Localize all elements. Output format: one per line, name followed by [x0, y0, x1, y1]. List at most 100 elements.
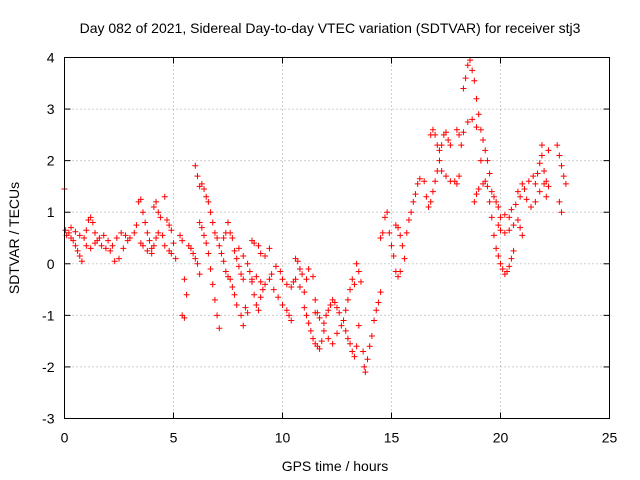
data-point — [157, 214, 164, 221]
x-tick-label: 5 — [170, 430, 178, 446]
data-point — [536, 160, 543, 167]
data-point — [312, 296, 319, 303]
data-point — [429, 188, 436, 195]
data-point — [473, 191, 480, 198]
y-tick-label: 0 — [47, 256, 55, 272]
data-point — [362, 369, 369, 376]
data-point — [286, 312, 293, 319]
data-point — [72, 228, 79, 235]
data-point — [466, 57, 473, 64]
x-tick-label: 20 — [493, 430, 509, 446]
data-point — [292, 276, 299, 283]
data-point — [207, 265, 214, 272]
data-point — [480, 137, 487, 144]
data-point — [83, 242, 90, 249]
data-point — [78, 258, 85, 265]
data-point — [460, 129, 467, 136]
data-point — [229, 235, 236, 241]
data-point — [347, 286, 354, 293]
data-point — [126, 235, 133, 241]
data-point — [501, 229, 508, 236]
data-point — [499, 265, 506, 272]
data-point — [560, 173, 567, 180]
data-point — [231, 291, 238, 298]
data-point — [111, 258, 118, 265]
data-point — [68, 224, 75, 231]
data-point — [488, 214, 495, 221]
data-point — [92, 229, 99, 236]
data-point — [486, 198, 493, 205]
data-point — [395, 224, 402, 231]
data-point — [475, 186, 482, 193]
data-point — [484, 183, 491, 190]
data-point — [497, 227, 504, 234]
data-point — [401, 255, 408, 262]
data-point — [251, 291, 258, 298]
data-point — [139, 209, 146, 216]
grid-lines — [64, 57, 610, 419]
data-point — [194, 260, 201, 267]
data-point — [255, 307, 262, 314]
data-point — [153, 198, 160, 205]
data-point — [379, 229, 386, 236]
data-point — [201, 186, 208, 193]
data-point — [288, 317, 295, 324]
data-point — [355, 322, 362, 329]
data-point — [384, 209, 391, 216]
data-point — [443, 129, 449, 136]
data-point — [316, 314, 323, 321]
data-point — [371, 317, 378, 324]
x-axis-label: GPS time / hours — [282, 458, 389, 474]
data-point — [320, 327, 327, 334]
data-point — [495, 253, 502, 260]
data-point — [349, 348, 356, 355]
data-point — [351, 353, 358, 360]
data-point — [150, 204, 157, 211]
data-point — [471, 198, 478, 205]
data-point — [144, 229, 151, 236]
data-point — [458, 142, 465, 149]
data-point — [205, 198, 212, 205]
data-point — [462, 75, 469, 82]
data-point — [283, 281, 290, 288]
data-point — [532, 198, 539, 205]
data-point — [81, 235, 88, 241]
data-point — [83, 227, 90, 234]
data-point — [240, 253, 247, 260]
data-point — [155, 209, 162, 216]
data-point — [190, 250, 197, 257]
data-point — [464, 118, 471, 125]
data-point — [137, 196, 144, 203]
data-point — [519, 232, 526, 239]
data-point — [361, 363, 368, 370]
data-point — [266, 245, 273, 252]
data-point — [427, 198, 434, 205]
data-point — [231, 247, 238, 254]
data-point — [538, 142, 545, 149]
data-point — [334, 304, 340, 311]
data-point — [541, 167, 548, 174]
data-point — [416, 175, 423, 182]
data-point — [490, 193, 497, 200]
data-point — [438, 142, 445, 149]
data-point — [453, 126, 460, 133]
data-point — [216, 325, 223, 332]
data-point — [248, 276, 255, 283]
data-point — [307, 327, 314, 334]
chart-title: Day 082 of 2021, Sidereal Day-to-day VTE… — [80, 20, 581, 36]
data-point — [275, 294, 282, 301]
x-tick-label: 0 — [61, 430, 69, 446]
data-point — [116, 255, 122, 262]
data-point — [305, 265, 312, 272]
data-point — [181, 314, 188, 321]
data-point — [277, 268, 284, 275]
data-point — [235, 263, 242, 270]
data-point — [268, 271, 275, 278]
data-point — [436, 147, 443, 154]
data-point — [87, 214, 94, 221]
y-tick-label: 3 — [47, 101, 55, 117]
data-point — [506, 227, 513, 234]
data-point — [493, 198, 500, 205]
data-point — [390, 253, 397, 260]
data-point — [421, 178, 428, 185]
